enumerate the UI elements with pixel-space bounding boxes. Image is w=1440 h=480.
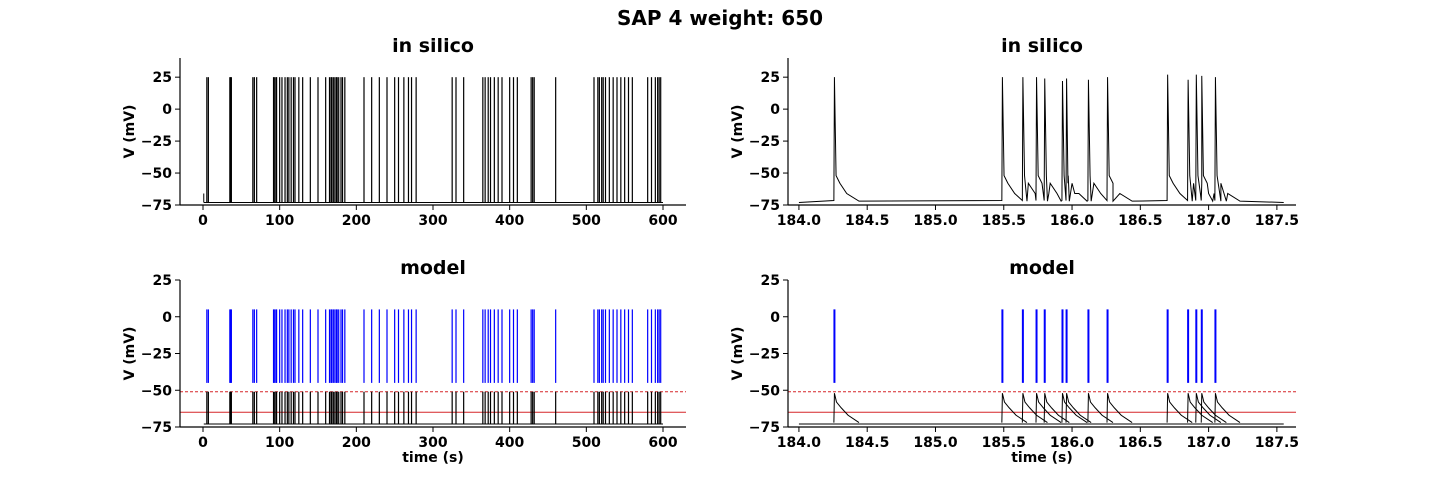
x-tick-label: 200 [342, 213, 371, 229]
plot-data-overview-model [180, 309, 686, 425]
subthreshold-transient [1187, 393, 1213, 424]
y-tick-label: −50 [749, 383, 780, 399]
x-tick-label: 186.5 [1118, 435, 1162, 451]
y-tick-label: 0 [770, 310, 780, 326]
subthreshold-transient [1061, 393, 1088, 424]
y-tick-label: −25 [749, 134, 780, 150]
y-tick-label: −50 [749, 166, 780, 182]
subthreshold-transient [1035, 393, 1062, 424]
subthreshold-transient [1043, 393, 1070, 424]
x-tick-label: 0 [198, 435, 208, 451]
x-tick-label: 400 [495, 435, 524, 451]
x-tick-label: 186.0 [1050, 435, 1095, 451]
x-tick-label: 187.5 [1255, 435, 1299, 451]
y-tick-label: −25 [749, 347, 780, 363]
x-tick-label: 100 [265, 435, 294, 451]
y-tick-label: 25 [153, 70, 172, 86]
subplot-title: in silico [392, 35, 474, 57]
x-tick-label: 400 [495, 213, 524, 229]
x-tick-label: 184.0 [777, 213, 822, 229]
x-tick-label: 186.0 [1050, 213, 1095, 229]
x-tick-label: 184.5 [845, 435, 889, 451]
voltage-trace [798, 74, 1284, 203]
x-tick-label: 186.5 [1118, 213, 1162, 229]
y-tick-label: 25 [761, 70, 780, 86]
subplot-title: in silico [1001, 35, 1083, 57]
x-tick-label: 100 [265, 213, 294, 229]
y-axis-label: V (mV) [730, 327, 746, 381]
x-tick-label: 200 [342, 435, 371, 451]
subplot-zoom-model: −75 −50 −25 0 25 184.0 184.5 185.0 185.5 186.0 186… [730, 257, 1299, 466]
y-axis-label: V (mV) [122, 105, 138, 159]
subthreshold-transient [1021, 393, 1048, 424]
x-tick-label: 185.0 [913, 435, 958, 451]
subthreshold-transient [1087, 393, 1114, 424]
subthreshold-transient [1214, 393, 1241, 424]
x-tick-label: 0 [198, 213, 208, 229]
x-tick-label: 500 [572, 435, 601, 451]
x-tick-label: 185.5 [982, 213, 1026, 229]
y-tick-label: −75 [749, 198, 780, 214]
y-tick-label: 25 [153, 273, 172, 289]
y-tick-label: 25 [761, 273, 780, 289]
y-tick-label: 0 [162, 310, 172, 326]
x-tick-label: 300 [418, 435, 447, 451]
subplot-title: model [400, 257, 466, 279]
subthreshold-transient [1166, 393, 1193, 424]
subplot-zoom-insilico: −75 −50 −25 0 25 184.0 184.5 185.0 185.5 186.0 186… [730, 35, 1299, 229]
x-tick-label: 184.5 [845, 213, 889, 229]
plot-data-overview-insilico [203, 77, 663, 203]
x-axis-label: time (s) [402, 450, 464, 466]
figure-title: SAP 4 weight: 650 [617, 6, 823, 30]
x-axis-label: time (s) [1011, 450, 1073, 466]
y-tick-label: −50 [141, 383, 172, 399]
y-tick-label: −75 [749, 420, 780, 436]
y-tick-label: 0 [162, 102, 172, 118]
x-tick-label: 187.5 [1255, 213, 1299, 229]
y-tick-label: −75 [141, 420, 172, 436]
x-tick-label: 300 [418, 213, 447, 229]
y-axis-label: V (mV) [122, 327, 138, 381]
y-tick-label: 0 [770, 102, 780, 118]
x-tick-label: 184.0 [777, 435, 822, 451]
subplot-overview-insilico: −75 −50 −25 0 25 0 100 200 300 400 500 600 in silico… [122, 35, 686, 229]
x-tick-label: 600 [648, 213, 677, 229]
x-tick-label: 185.0 [913, 213, 958, 229]
x-tick-label: 500 [572, 213, 601, 229]
x-tick-label: 187.0 [1186, 213, 1231, 229]
y-tick-label: −50 [141, 166, 172, 182]
subthreshold-transient [833, 393, 860, 424]
subthreshold-transient [1106, 393, 1133, 424]
y-tick-label: −25 [141, 134, 172, 150]
x-tick-label: 187.0 [1186, 435, 1231, 451]
subthreshold-transient [1065, 393, 1092, 424]
subthreshold-transient [1001, 393, 1028, 424]
subthreshold-transient [1195, 393, 1222, 424]
x-tick-label: 185.5 [982, 435, 1026, 451]
subthreshold-transient [1200, 393, 1227, 424]
subplot-title: model [1009, 257, 1075, 279]
x-tick-label: 600 [648, 435, 677, 451]
plot-data-zoom-model [788, 309, 1296, 425]
subplot-overview-model: −75 −50 −25 0 25 0 100 200 300 400 500 600 model V (m… [122, 257, 686, 466]
y-tick-label: −25 [141, 347, 172, 363]
plot-data-zoom-insilico [798, 74, 1284, 203]
y-axis-label: V (mV) [730, 105, 746, 159]
y-tick-label: −75 [141, 198, 172, 214]
